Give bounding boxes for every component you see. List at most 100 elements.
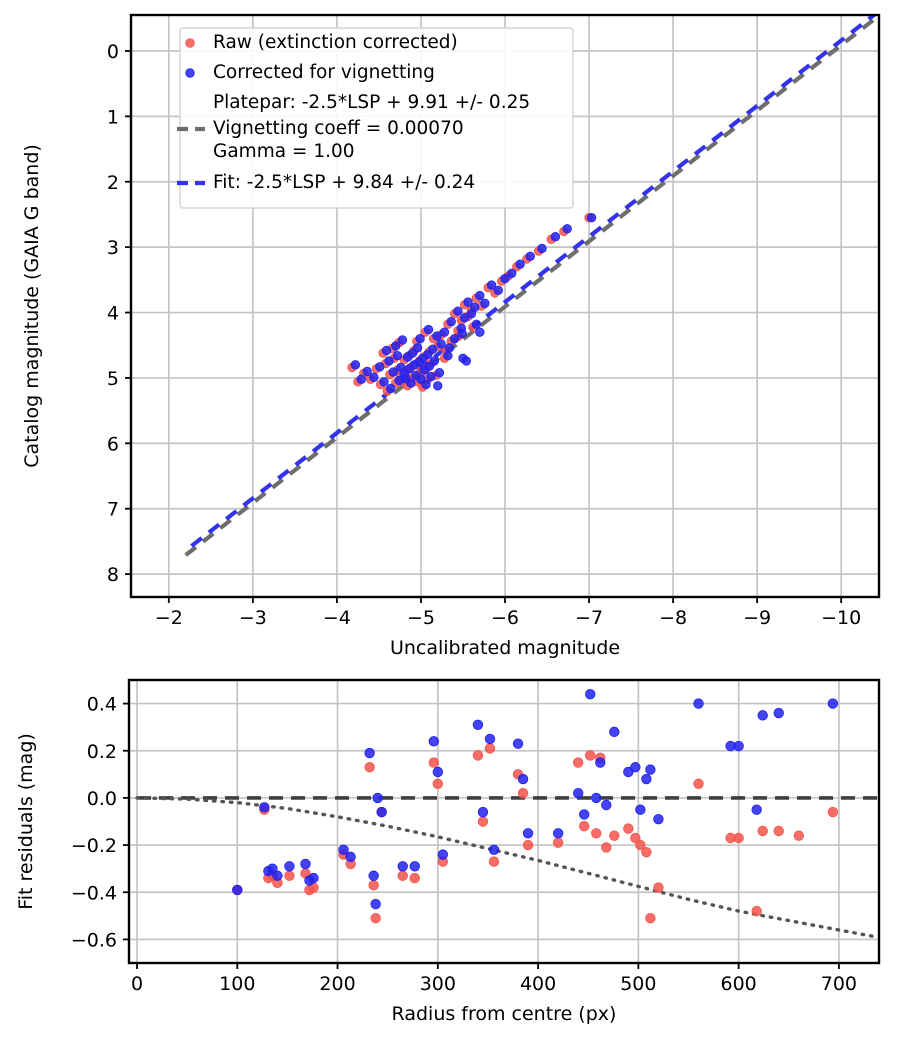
- data-point: [635, 804, 646, 815]
- y-tick-label: 3: [107, 237, 119, 259]
- data-point: [437, 849, 449, 860]
- ticks-bottom: 0 100 200 300 400 500 600 700 −0.6 −0.4 −0.2 0.0 0.2…: [71, 694, 857, 995]
- data-point: [579, 809, 590, 820]
- series-corrected: [232, 688, 839, 910]
- x-tick-label: 400: [520, 973, 556, 995]
- scatter-bottom: [232, 688, 839, 924]
- data-point: [827, 698, 839, 709]
- data-point: [350, 360, 361, 370]
- data-point: [641, 846, 652, 858]
- x-tick-label: 200: [319, 973, 355, 995]
- data-point: [272, 870, 283, 881]
- x-tick-label: −4: [323, 607, 351, 629]
- data-point: [409, 872, 420, 884]
- magnitude-calibration-panel: −2 −3 −4 −5 −6 −7 −8 −9 −10 0 1 2 3 4 5 6 7 8 Uncalibrated…: [21, 13, 881, 659]
- data-point: [433, 381, 443, 391]
- data-point: [470, 302, 480, 313]
- data-point: [733, 740, 744, 752]
- data-point: [232, 884, 243, 896]
- axes-frame-bottom: [127, 678, 881, 965]
- data-point: [388, 367, 398, 377]
- data-point: [428, 757, 440, 768]
- legend-background: [179, 27, 574, 209]
- data-point: [484, 743, 496, 754]
- data-point: [517, 773, 529, 785]
- y-tick-label: 0.2: [87, 741, 117, 763]
- data-point: [573, 757, 584, 768]
- data-point: [733, 832, 744, 844]
- fit-line: [184, 15, 879, 557]
- data-point: [384, 356, 394, 366]
- data-point: [645, 912, 656, 924]
- data-point: [480, 298, 490, 309]
- data-point: [693, 698, 704, 709]
- legend-label: Corrected for vignetting: [213, 62, 435, 83]
- data-point: [757, 710, 768, 721]
- data-point: [381, 345, 392, 356]
- data-point: [475, 290, 485, 301]
- data-point: [517, 788, 529, 799]
- data-point: [392, 351, 403, 361]
- x-tick-label: −6: [491, 607, 519, 629]
- data-point: [488, 856, 500, 867]
- data-point: [601, 799, 612, 811]
- data-point: [429, 356, 440, 366]
- fit-residuals-panel: 0 100 200 300 400 500 600 700 −0.6 −0.4 −0.2 0.0 0.2…: [15, 678, 881, 1025]
- x-tick-label: −3: [239, 607, 267, 629]
- data-point: [609, 726, 620, 738]
- data-point: [267, 863, 278, 874]
- data-point: [601, 842, 612, 853]
- x-tick-label: 300: [420, 973, 456, 995]
- data-point: [573, 788, 584, 799]
- y-tick-label: 2: [107, 172, 119, 194]
- data-point: [645, 764, 656, 775]
- data-point: [428, 344, 438, 354]
- data-point: [550, 231, 561, 242]
- x-tick-label: 700: [821, 973, 857, 995]
- data-point: [827, 806, 839, 818]
- y-tick-label: 8: [107, 564, 119, 586]
- data-point: [364, 762, 375, 773]
- legend[interactable]: Raw (extinction corrected) Corrected for …: [177, 27, 574, 209]
- data-point: [493, 285, 503, 296]
- data-point: [757, 825, 768, 837]
- data-point: [515, 259, 525, 269]
- data-point: [449, 334, 460, 344]
- y-axis-label: Fit residuals (mag): [15, 733, 37, 910]
- y-tick-label: −0.6: [71, 929, 117, 951]
- data-point: [368, 870, 379, 881]
- data-point: [300, 858, 311, 870]
- legend-label: Gamma = 1.00: [213, 141, 355, 162]
- y-tick-label: 7: [107, 499, 119, 521]
- data-point: [477, 816, 489, 827]
- data-point: [369, 372, 379, 382]
- data-point: [653, 813, 664, 825]
- data-point: [259, 802, 270, 813]
- data-point: [409, 861, 420, 872]
- legend-label: Fit: -2.5*LSP + 9.84 +/- 0.24: [213, 172, 475, 193]
- legend-label: Vignetting coeff = 0.00070: [213, 118, 464, 139]
- data-point: [751, 804, 762, 815]
- data-point: [364, 747, 375, 759]
- x-tick-label: −8: [659, 607, 687, 629]
- data-point: [415, 334, 425, 344]
- data-point: [773, 825, 784, 837]
- x-tick-label: −9: [743, 607, 771, 629]
- data-point: [439, 327, 450, 337]
- data-point: [434, 368, 445, 378]
- x-axis-label: Radius from centre (px): [392, 1003, 617, 1025]
- data-point: [552, 837, 564, 848]
- data-point: [379, 377, 389, 387]
- data-point: [436, 339, 446, 349]
- x-tick-label: 600: [720, 973, 756, 995]
- data-point: [370, 898, 381, 910]
- data-point: [693, 778, 704, 789]
- ticks-top: −2 −3 −4 −5 −6 −7 −8 −9 −10 0 1 2 3 4 5 6 7 8: [107, 41, 861, 629]
- data-point: [391, 341, 401, 351]
- data-point: [585, 688, 596, 700]
- x-tick-label: 100: [219, 973, 255, 995]
- y-tick-label: 0.4: [87, 694, 117, 716]
- data-point: [562, 224, 572, 234]
- reference-lines-bottom: [135, 796, 879, 939]
